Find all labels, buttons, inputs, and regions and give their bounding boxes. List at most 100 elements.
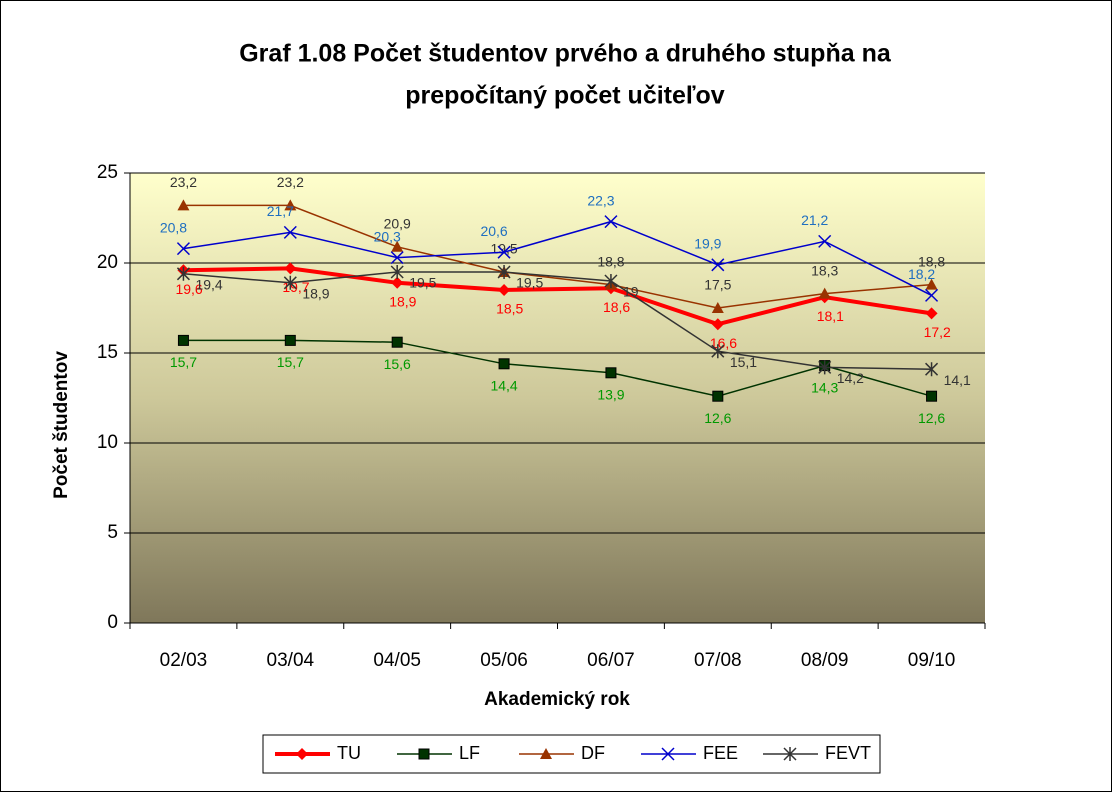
data-label: 15,7: [170, 354, 197, 370]
marker: [711, 258, 725, 272]
marker: [177, 334, 189, 346]
x-tick-label: 03/04: [267, 650, 315, 671]
x-tick-label: 04/05: [373, 650, 421, 671]
marker: [818, 360, 832, 375]
data-label: 15,6: [384, 356, 411, 372]
data-label: 19,5: [516, 275, 543, 291]
marker: [391, 336, 403, 348]
y-tick-label: 5: [107, 522, 118, 543]
data-label: 19,6: [175, 281, 202, 297]
marker: [390, 251, 404, 265]
marker: [818, 287, 831, 299]
data-label: 18,8: [597, 253, 624, 269]
legend-label: FEVT: [825, 743, 871, 763]
data-label: 22,3: [587, 192, 614, 208]
marker: [925, 278, 938, 290]
data-label: 18,5: [496, 301, 523, 317]
data-label: 16,6: [710, 335, 737, 351]
marker: [661, 747, 675, 761]
marker: [925, 362, 939, 377]
series-line: [183, 204, 932, 309]
marker: [176, 266, 190, 281]
x-tick-label: 02/03: [160, 650, 208, 671]
marker: [284, 334, 296, 346]
data-label: 19,5: [409, 275, 436, 291]
series-line: [183, 220, 932, 297]
marker: [418, 748, 430, 760]
data-label: 18,3: [811, 262, 838, 278]
chart-title: Graf 1.08 Počet študentov prvého a druhé…: [239, 40, 892, 68]
marker: [604, 215, 618, 229]
y-axis-label: Počet študentov: [51, 351, 72, 499]
series-line: [183, 266, 932, 327]
marker: [605, 367, 617, 379]
data-label: 15,1: [730, 354, 757, 370]
data-label: 14,3: [811, 379, 838, 395]
data-label: 23,2: [277, 174, 304, 190]
marker: [712, 390, 724, 402]
marker: [497, 265, 511, 279]
data-label: 12,6: [704, 410, 731, 426]
data-label: 14,2: [837, 370, 864, 386]
series-line: [183, 271, 932, 370]
x-axis-label: Akademický rok: [484, 689, 630, 710]
marker: [296, 748, 308, 760]
legend-label: DF: [581, 743, 605, 763]
plot-area: [130, 173, 985, 623]
legend-label: LF: [459, 743, 480, 763]
data-label: 18,9: [302, 286, 329, 302]
data-label: 12,6: [918, 410, 945, 426]
data-label: 13,9: [597, 387, 624, 403]
data-label: 19,9: [694, 236, 721, 252]
marker: [540, 748, 552, 759]
data-label: 18,6: [603, 299, 630, 315]
marker: [711, 344, 725, 359]
marker: [390, 265, 404, 279]
marker: [925, 288, 939, 302]
marker: [284, 199, 297, 211]
data-label: 17,2: [924, 324, 951, 340]
data-label: 17,5: [704, 277, 731, 293]
marker: [497, 245, 511, 259]
data-label: 21,2: [801, 212, 828, 228]
marker: [283, 275, 297, 290]
marker: [498, 358, 510, 370]
marker: [711, 302, 724, 313]
data-label: 19: [623, 284, 639, 300]
data-label: 23,2: [170, 174, 197, 190]
data-label: 18,1: [817, 308, 844, 324]
y-tick-label: 0: [107, 612, 118, 633]
marker: [711, 318, 724, 331]
data-label: 18,9: [389, 294, 416, 310]
marker: [283, 225, 297, 239]
marker: [925, 307, 938, 320]
y-tick-label: 25: [97, 162, 118, 183]
marker: [176, 242, 190, 256]
marker: [604, 274, 618, 288]
data-label: 21,7: [267, 203, 294, 219]
data-label: 20,8: [160, 219, 187, 235]
x-tick-label: 06/07: [587, 650, 635, 671]
marker: [391, 276, 404, 289]
y-tick-label: 10: [97, 432, 118, 453]
y-tick-label: 20: [97, 252, 118, 273]
data-label: 14,4: [490, 378, 517, 394]
series-line: [183, 339, 932, 397]
marker: [284, 262, 297, 275]
marker: [783, 747, 797, 761]
data-label: 14,1: [944, 372, 971, 388]
data-label: 19,4: [195, 277, 222, 293]
marker: [177, 199, 190, 211]
marker: [818, 234, 832, 248]
data-label: 15,7: [277, 354, 304, 370]
legend-label: TU: [337, 743, 361, 763]
chart-title: prepočítaný počet učiteľov: [405, 82, 725, 110]
data-label: 20,3: [374, 228, 401, 244]
x-tick-label: 09/10: [908, 650, 956, 671]
x-tick-label: 07/08: [694, 650, 742, 671]
y-tick-label: 15: [97, 342, 118, 363]
legend-label: FEE: [703, 743, 738, 763]
marker: [498, 284, 511, 296]
x-tick-label: 08/09: [801, 650, 849, 671]
